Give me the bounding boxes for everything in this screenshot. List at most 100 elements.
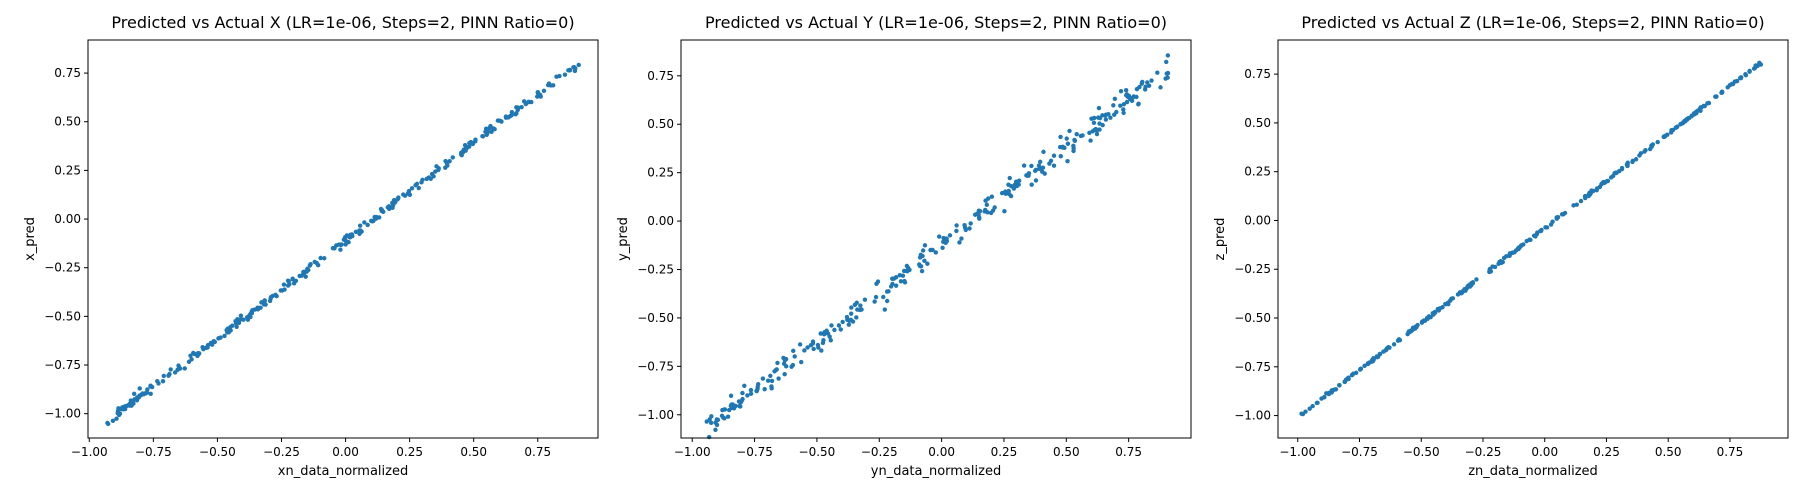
data-point [1165, 75, 1170, 80]
data-point [733, 403, 738, 409]
data-point [1528, 237, 1533, 243]
data-point [720, 407, 725, 413]
data-point [1362, 363, 1367, 369]
data-point [136, 395, 141, 400]
data-point [815, 342, 821, 348]
plot-frame [1277, 39, 1789, 439]
data-point [984, 202, 990, 207]
data-point [1374, 354, 1380, 359]
data-point [216, 336, 221, 341]
data-point [940, 245, 945, 250]
x-axis-label: zn_data_normalized [1468, 464, 1598, 479]
x-tick-label: 0.00 [928, 445, 955, 459]
data-point [1078, 133, 1084, 139]
data-point [114, 416, 119, 421]
data-point [1397, 338, 1403, 343]
data-point [1365, 361, 1371, 366]
data-point [992, 205, 997, 210]
data-point [196, 351, 202, 357]
data-point [708, 420, 714, 426]
data-point [1678, 122, 1683, 127]
data-point [922, 258, 927, 263]
data-point [1037, 166, 1042, 172]
data-point [1146, 83, 1152, 88]
data-point [848, 311, 854, 316]
plot-frame [680, 39, 1192, 439]
y-tick-label: 0.50 [647, 117, 674, 131]
data-point [1625, 163, 1630, 168]
data-point [1112, 96, 1118, 102]
data-point [234, 324, 239, 330]
data-point [473, 137, 478, 142]
data-point [469, 141, 475, 146]
data-point [849, 305, 854, 310]
data-point [782, 371, 787, 377]
data-point [1118, 88, 1124, 94]
data-point [1330, 388, 1335, 393]
data-point [1713, 94, 1718, 99]
data-point [480, 134, 486, 139]
data-point [509, 109, 515, 115]
data-point [748, 387, 754, 393]
data-point [1691, 112, 1697, 117]
data-point [846, 322, 852, 327]
data-point [1594, 186, 1600, 191]
data-point [1470, 281, 1475, 286]
data-point [1029, 182, 1034, 187]
data-point [1474, 277, 1479, 282]
y-tick-label: −0.25 [637, 263, 674, 277]
data-point [571, 64, 577, 70]
data-point [1410, 326, 1416, 331]
data-point [1121, 101, 1127, 107]
data-point [1610, 173, 1616, 179]
data-point [857, 307, 862, 313]
data-point [1515, 246, 1521, 251]
data-point [222, 333, 227, 339]
data-point [745, 393, 750, 398]
data-point [756, 382, 761, 387]
data-point [507, 114, 513, 119]
data-point [344, 233, 350, 238]
y-axis-label: z_pred [1213, 218, 1228, 261]
data-point [305, 266, 310, 272]
y-tick-label: 0.25 [1244, 165, 1271, 179]
data-point [872, 299, 877, 304]
data-point [782, 358, 788, 363]
data-point [1574, 202, 1579, 207]
data-point [168, 367, 173, 372]
data-point [772, 369, 777, 374]
data-point [854, 300, 859, 305]
data-point [1103, 117, 1109, 122]
data-point [769, 378, 775, 384]
data-point [315, 262, 321, 268]
data-point [385, 205, 390, 210]
data-point [424, 176, 429, 182]
data-point [566, 68, 571, 73]
data-point [791, 348, 796, 354]
y-tick-label: −0.75 [1234, 360, 1271, 374]
data-point [372, 214, 377, 220]
data-point [797, 342, 803, 347]
x-tick-label: 0.00 [332, 445, 359, 459]
data-point [1124, 99, 1130, 105]
data-point [1124, 93, 1129, 98]
data-point [1548, 222, 1554, 227]
y-tick-label: 0.50 [54, 115, 81, 129]
data-point [342, 237, 347, 242]
data-point [545, 82, 551, 88]
data-point [419, 180, 424, 185]
data-point [1738, 75, 1744, 81]
data-point [957, 240, 962, 245]
chart-x: −1.00 −0.75 −0.50 −0.25 0.00 0.25 0.50 0.75 −1.0… [23, 13, 599, 479]
data-point [131, 391, 137, 397]
x-tick-label: 0.00 [1531, 445, 1558, 459]
data-point [988, 210, 994, 216]
data-point [121, 407, 126, 412]
data-point [985, 210, 990, 215]
data-point [1165, 53, 1171, 58]
data-point [821, 338, 826, 343]
y-tick-label: 0.75 [1244, 67, 1271, 81]
data-point [962, 222, 967, 228]
data-point [920, 248, 926, 253]
data-point [829, 323, 834, 328]
